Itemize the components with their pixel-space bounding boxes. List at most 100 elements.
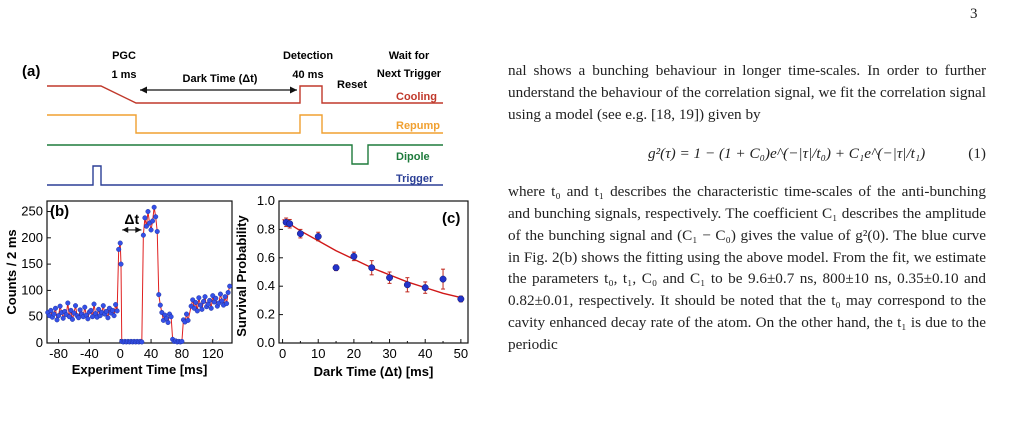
x-tick-label: 50 [454, 346, 468, 361]
x-tick-label: 30 [382, 346, 396, 361]
data-point [69, 316, 75, 322]
data-point [457, 295, 465, 303]
data-point [96, 306, 102, 312]
data-point [199, 306, 205, 312]
fit-curve [282, 218, 462, 299]
data-point [224, 301, 230, 307]
panel-b-chart: -80 -40 0 40 80 120 0 50 100 150 200 250 Experiment … [4, 200, 233, 377]
repump-label: Repump [396, 120, 440, 132]
counts-trace [47, 207, 231, 343]
data-point [207, 297, 213, 303]
data-point [151, 204, 157, 210]
equation-number: (1) [968, 145, 986, 163]
data-point [76, 315, 82, 321]
panel-b-label: (b) [50, 203, 69, 220]
trigger-label: Trigger [396, 173, 434, 185]
data-point [105, 315, 111, 321]
repump-trace [47, 114, 443, 134]
x-tick-label: -80 [49, 346, 68, 361]
data-point [194, 308, 200, 314]
data-point [421, 284, 429, 292]
data-point [439, 275, 447, 283]
data-point [116, 246, 122, 252]
data-point [386, 274, 393, 282]
wait-line1: Wait for [389, 50, 430, 62]
paragraph-1: nal shows a bunching behaviour in longer… [508, 62, 986, 123]
data-point [314, 233, 322, 240]
data-point [193, 300, 199, 306]
data-point [100, 303, 106, 309]
y-tick-label: 200 [21, 230, 43, 245]
data-point [91, 301, 97, 307]
y-tick-label: 0.6 [257, 250, 275, 265]
data-point [111, 313, 117, 319]
data-point [154, 229, 160, 235]
data-point [52, 305, 58, 311]
panel-a-label: (a) [22, 63, 40, 80]
data-point [157, 302, 163, 308]
x-tick-label: 40 [144, 346, 158, 361]
data-point [73, 303, 79, 309]
y-tick-label: 50 [29, 309, 43, 324]
data-point [139, 339, 145, 345]
data-point [208, 305, 214, 311]
y-tick-label: 0 [36, 335, 43, 350]
x-tick-label: -40 [80, 346, 99, 361]
equation-body: g²(τ) = 1 − (1 + C₀)e^(−|τ|/t₀) + C₁e^(−… [648, 145, 926, 163]
x-axis-label: Experiment Time [ms] [72, 362, 208, 377]
data-point [57, 303, 63, 309]
data-point [118, 261, 124, 267]
cooling-label: Cooling [396, 91, 437, 103]
y-tick-label: 150 [21, 256, 43, 271]
data-point [200, 298, 206, 304]
y-tick-label: 1.0 [257, 193, 275, 208]
x-tick-label: 0 [117, 346, 124, 361]
equation-1: g²(τ) = 1 − (1 + C₀)e^(−|τ|/t₀) + C₁e^(−… [508, 143, 986, 165]
y-tick-label: 0.2 [257, 307, 275, 322]
data-point [113, 302, 119, 308]
data-point [222, 294, 228, 300]
x-tick-label: 80 [175, 346, 189, 361]
x-tick-label: 10 [311, 346, 325, 361]
data-point [142, 215, 148, 221]
delta-t-arrowhead-left [122, 226, 129, 233]
data-point [110, 307, 116, 313]
data-point [296, 230, 304, 238]
data-point [65, 300, 71, 306]
data-point [332, 264, 340, 272]
data-point [60, 315, 66, 321]
data-point [185, 317, 191, 323]
data-point [165, 319, 171, 325]
data-point [103, 308, 109, 314]
dark-time-arrow [140, 86, 297, 94]
data-point [150, 218, 156, 224]
data-point [51, 311, 57, 317]
data-point [168, 314, 174, 320]
x-axis-label: Dark Time (Δt) [ms] [314, 364, 434, 379]
y-tick-label: 250 [21, 204, 43, 219]
figure-2: (a) PGC 1 ms Dark Time (Δt) Detection 40… [4, 50, 469, 379]
data-point [56, 313, 62, 319]
data-point [85, 316, 91, 322]
data-point [148, 227, 154, 233]
dipole-trace [47, 144, 443, 165]
plot-frame [46, 200, 233, 344]
data-point [213, 295, 219, 301]
detection-duration: 40 ms [292, 69, 323, 81]
delta-t-annotation: Δt [124, 211, 139, 227]
data-point [350, 252, 358, 260]
data-point [143, 223, 149, 229]
x-tick-label: 120 [202, 346, 224, 361]
trigger-trace [47, 165, 443, 186]
data-point [225, 290, 231, 296]
data-point [54, 317, 60, 323]
data-point [140, 232, 146, 238]
panel-c-chart: 0 10 20 30 40 50 0.0 0.2 0.4 0.6 0.8 1.0 Dark Time (… [234, 193, 469, 379]
data-point [48, 307, 54, 313]
cooling-trace [47, 85, 443, 104]
page-number: 3 [970, 6, 978, 22]
delta-t-arrowhead-right [135, 226, 142, 233]
data-point [156, 292, 162, 298]
x-tick-label: 40 [418, 346, 432, 361]
dark-time-label: Dark Time (Δt) [183, 73, 258, 85]
